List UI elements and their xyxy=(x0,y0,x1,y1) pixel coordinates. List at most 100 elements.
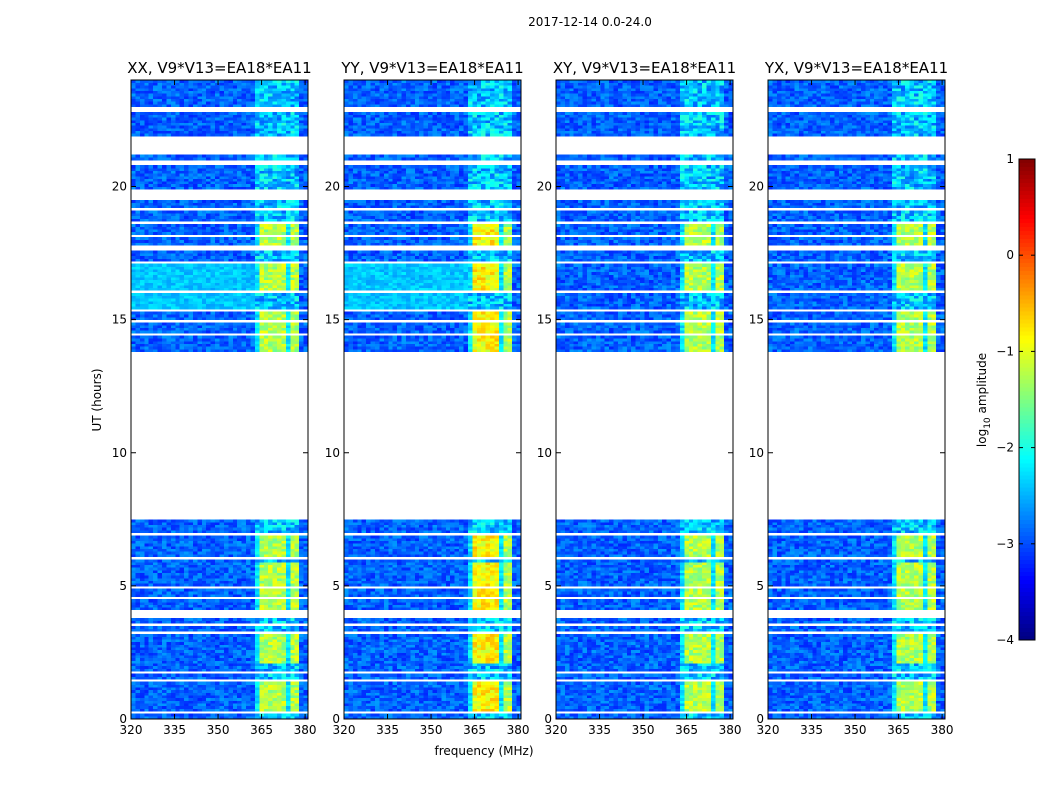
heatmap-cell xyxy=(241,527,247,531)
heatmap-cell xyxy=(294,287,300,291)
heatmap-cell xyxy=(223,580,229,584)
heatmap-cell xyxy=(188,314,194,318)
heatmap-cell xyxy=(157,277,163,281)
heatmap-cell xyxy=(153,316,158,321)
heatmap-cell xyxy=(228,239,234,243)
heatmap-cell xyxy=(241,263,247,267)
heatmap-cell xyxy=(161,633,167,637)
heatmap-cell xyxy=(285,322,291,326)
heatmap-cell xyxy=(153,543,158,547)
heatmap-cell xyxy=(170,157,176,161)
heatmap-cell xyxy=(254,253,260,257)
heatmap-cell xyxy=(232,338,238,342)
heatmap-cell xyxy=(232,183,238,187)
heatmap-cell xyxy=(179,641,185,645)
heatmap-cell xyxy=(254,681,260,685)
heatmap-cell xyxy=(188,561,194,565)
heatmap-cell xyxy=(201,591,207,595)
heatmap-cell xyxy=(157,322,163,326)
heatmap-cell xyxy=(285,673,291,677)
heatmap-cell xyxy=(290,178,296,182)
heatmap-cell xyxy=(294,601,300,605)
heatmap-cell xyxy=(153,229,158,233)
heatmap-cell xyxy=(268,561,273,565)
heatmap-cell xyxy=(259,266,265,270)
heatmap-cell xyxy=(206,133,212,137)
heatmap-cell xyxy=(161,300,167,305)
heatmap-cell xyxy=(179,668,185,672)
heatmap-cell xyxy=(237,580,243,584)
heatmap-cell xyxy=(272,293,278,297)
heatmap-cell xyxy=(241,199,247,203)
heatmap-cell xyxy=(215,167,220,171)
heatmap-cell xyxy=(241,303,247,307)
heatmap-cell xyxy=(131,601,136,605)
heatmap-cell xyxy=(268,673,273,677)
heatmap-cell xyxy=(153,127,158,131)
heatmap-cell xyxy=(228,170,234,174)
heatmap-cell xyxy=(170,604,176,608)
heatmap-cell xyxy=(144,183,150,187)
heatmap-cell xyxy=(188,700,194,704)
heatmap-cell xyxy=(153,580,158,584)
heatmap-cell xyxy=(241,591,247,595)
heatmap-cell xyxy=(166,561,172,565)
heatmap-cell xyxy=(135,580,141,584)
heatmap-cell xyxy=(201,277,207,281)
heatmap-cell xyxy=(263,293,269,297)
heatmap-cell xyxy=(144,253,150,257)
heatmap-cell xyxy=(144,529,150,534)
heatmap-cell xyxy=(232,559,238,563)
heatmap-cell xyxy=(303,205,309,209)
heatmap-cell xyxy=(294,577,300,581)
heatmap-cell xyxy=(161,263,167,267)
heatmap-cell xyxy=(144,300,150,305)
heatmap-cell xyxy=(175,559,181,563)
heatmap-cell xyxy=(281,689,287,693)
heatmap-cell xyxy=(144,705,150,709)
heatmap-cell xyxy=(215,716,220,720)
heatmap-cell xyxy=(148,553,154,557)
heatmap-cell xyxy=(237,293,243,297)
heatmap-cell xyxy=(184,665,189,669)
heatmap-cell xyxy=(139,689,145,693)
heatmap-cell xyxy=(268,633,273,637)
heatmap-cell xyxy=(206,583,212,587)
heatmap-cell xyxy=(303,229,309,233)
heatmap-cell xyxy=(299,617,304,621)
heatmap-cell xyxy=(148,213,154,217)
heatmap-cell xyxy=(254,324,260,329)
heatmap-cell xyxy=(299,668,304,672)
heatmap-cell xyxy=(170,223,176,227)
heatmap-cell xyxy=(175,583,181,587)
heatmap-cell xyxy=(268,535,273,539)
heatmap-cell xyxy=(223,266,229,270)
heatmap-cell xyxy=(144,277,150,281)
heatmap-cell xyxy=(179,324,185,329)
heatmap-cell xyxy=(290,676,296,680)
heatmap-cell xyxy=(241,625,247,629)
heatmap-cell xyxy=(237,644,243,648)
heatmap-cell xyxy=(303,692,309,696)
heatmap-cell xyxy=(188,170,194,174)
heatmap-cell xyxy=(237,617,243,621)
heatmap-cell xyxy=(170,684,176,688)
heatmap-cell xyxy=(281,607,287,611)
heatmap-cell xyxy=(223,583,229,587)
heatmap-cell xyxy=(223,567,229,571)
heatmap-cell xyxy=(223,343,229,347)
heatmap-cell xyxy=(184,133,189,137)
heatmap-cell xyxy=(241,242,247,246)
heatmap-cell xyxy=(303,620,309,624)
heatmap-cell xyxy=(277,644,282,648)
heatmap-cell xyxy=(166,237,172,241)
heatmap-cell xyxy=(268,229,273,233)
heatmap-cell xyxy=(153,593,158,597)
heatmap-cell xyxy=(250,229,256,233)
heatmap-cell xyxy=(148,178,154,182)
heatmap-cell xyxy=(215,271,220,275)
heatmap-cell xyxy=(215,213,220,217)
heatmap-cell xyxy=(166,269,172,273)
heatmap-cell xyxy=(246,713,251,717)
heatmap-cell xyxy=(228,703,234,707)
